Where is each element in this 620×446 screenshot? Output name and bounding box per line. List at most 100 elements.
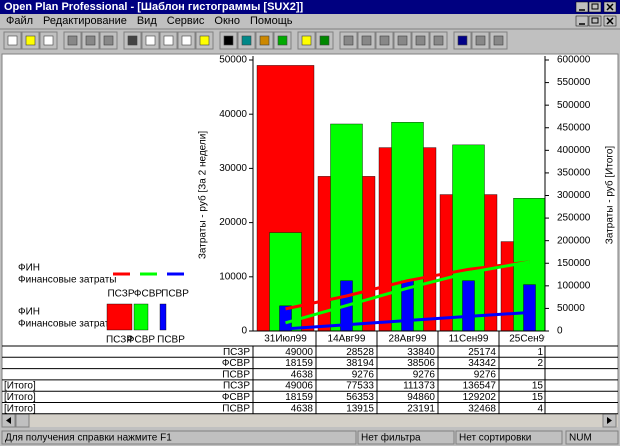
status-text: Для получения справки нажмите F1 bbox=[5, 433, 172, 444]
h-scrollbar[interactable] bbox=[2, 414, 618, 427]
menu-item[interactable]: Сервис bbox=[167, 15, 205, 27]
y2-tick-label: 600000 bbox=[557, 55, 591, 66]
table-cell: 38194 bbox=[346, 358, 374, 369]
legend-name: ПСЗР bbox=[107, 289, 134, 300]
toolbar-icon bbox=[475, 35, 486, 46]
line-series bbox=[285, 310, 530, 331]
scroll-thumb[interactable] bbox=[15, 413, 30, 428]
toolbar-icon bbox=[163, 35, 174, 46]
x-tick-label: 28Авг99 bbox=[389, 334, 427, 345]
legend-swatch bbox=[106, 303, 133, 331]
row-name: ПСЗР bbox=[223, 347, 250, 358]
toolbar-icon bbox=[241, 35, 252, 46]
line-series bbox=[285, 260, 530, 325]
status-panel bbox=[565, 430, 619, 445]
status-text: Нет сортировки bbox=[459, 433, 531, 444]
toolbar-icon bbox=[7, 35, 18, 46]
toolbar bbox=[3, 31, 508, 50]
legend-name: ПСВР bbox=[157, 335, 185, 346]
table-cell: 33840 bbox=[407, 347, 435, 358]
row-name: ФСВР bbox=[222, 392, 250, 403]
y2-tick-label: 250000 bbox=[557, 213, 591, 224]
row-group: [Итого] bbox=[4, 403, 36, 414]
menu-item[interactable]: Помощь bbox=[250, 15, 293, 27]
legend-name: ПСЗР bbox=[106, 335, 133, 346]
y-tick-label: 0 bbox=[241, 326, 247, 337]
legend-group: ФИН bbox=[18, 263, 40, 274]
table-cell: 129202 bbox=[463, 392, 497, 403]
mdi-controls[interactable] bbox=[575, 15, 617, 27]
window-title: Open Plan Professional - [Шаблон гистогр… bbox=[4, 1, 303, 13]
row-name: ПСЗР bbox=[223, 381, 250, 392]
toolbar-icon bbox=[433, 35, 444, 46]
toolbar-icon bbox=[379, 35, 390, 46]
y-tick-label: 50000 bbox=[219, 55, 247, 66]
table-cell: 15 bbox=[532, 392, 544, 403]
y2-tick-label: 50000 bbox=[557, 303, 585, 314]
table-cell: 25174 bbox=[468, 347, 496, 358]
toolbar-icon bbox=[397, 35, 408, 46]
y2-tick-label: 400000 bbox=[557, 145, 591, 156]
y2-tick-label: 200000 bbox=[557, 235, 591, 246]
toolbar-icon bbox=[85, 35, 96, 46]
window-controls[interactable] bbox=[575, 1, 617, 13]
toolbar-icon bbox=[493, 35, 504, 46]
plot-area: 31Июл99 14Авг99 28Авг99 11Сен99 25Сен99 49000… bbox=[256, 65, 550, 414]
menu-item[interactable]: Вид bbox=[137, 15, 157, 27]
status-text: NUM bbox=[569, 433, 592, 444]
row-group: [Итого] bbox=[4, 381, 36, 392]
status-panel bbox=[455, 430, 563, 445]
table-cell: 4638 bbox=[291, 369, 314, 380]
toolbar-icon bbox=[277, 35, 288, 46]
toolbar-icon bbox=[181, 35, 192, 46]
title-bar bbox=[0, 0, 620, 14]
legend-swatch bbox=[133, 303, 149, 331]
table-cell: 77533 bbox=[346, 381, 374, 392]
y2-tick-label: 450000 bbox=[557, 122, 591, 133]
table-cell: 56353 bbox=[346, 392, 374, 403]
toolbar-icon bbox=[145, 35, 156, 46]
toolbar-icon bbox=[457, 35, 468, 46]
toolbar-icon bbox=[319, 35, 330, 46]
toolbar-icon bbox=[127, 35, 138, 46]
legend-name: ФСВР bbox=[127, 335, 155, 346]
toolbar-icon bbox=[343, 35, 354, 46]
status-bg bbox=[0, 429, 620, 446]
y-axis-title: Затраты - руб [За 2 недели] bbox=[197, 131, 209, 259]
table-cell: 13915 bbox=[346, 403, 374, 414]
table-cell: 28528 bbox=[346, 347, 374, 358]
table-cell: 18159 bbox=[285, 392, 313, 403]
table-cell: 38506 bbox=[407, 358, 435, 369]
menu-item[interactable]: Окно bbox=[214, 15, 240, 27]
row-name: ФСВР bbox=[222, 358, 250, 369]
table-cell: 111373 bbox=[403, 381, 435, 392]
y-tick-label: 20000 bbox=[219, 217, 247, 228]
table-cell: 9276 bbox=[352, 369, 375, 380]
status-text: Нет фильтра bbox=[361, 432, 421, 444]
y-tick-label: 10000 bbox=[219, 271, 247, 282]
table-cell: 9276 bbox=[413, 369, 436, 380]
legend-label: Финансовые затраты bbox=[18, 275, 117, 286]
bar bbox=[462, 280, 475, 332]
x-tick-label: 14Авг99 bbox=[328, 334, 366, 345]
x-tick-label: 25Сен99 bbox=[509, 334, 550, 345]
table-cell: 1 bbox=[537, 347, 543, 358]
table-cell: 2 bbox=[537, 358, 543, 369]
table-cell: 94860 bbox=[407, 392, 435, 403]
row-group: [Итого] bbox=[4, 392, 36, 403]
toolbar-icon bbox=[223, 35, 234, 46]
legend-name: ФСВР bbox=[134, 289, 162, 300]
menu-item[interactable]: Файл bbox=[6, 15, 33, 27]
table-cell: 49006 bbox=[285, 381, 313, 392]
menu-item[interactable]: Редактирование bbox=[43, 15, 127, 27]
y2-axis-title: Затраты - руб [Итого] bbox=[604, 146, 616, 245]
y2-tick-label: 550000 bbox=[557, 77, 591, 88]
x-tick-label: 11Сен99 bbox=[449, 334, 489, 345]
toolbar-icon bbox=[259, 35, 270, 46]
table-cell: 32468 bbox=[468, 403, 496, 414]
y2-tick-label: 350000 bbox=[557, 168, 591, 179]
bar bbox=[523, 284, 536, 332]
status-panel bbox=[1, 430, 357, 445]
